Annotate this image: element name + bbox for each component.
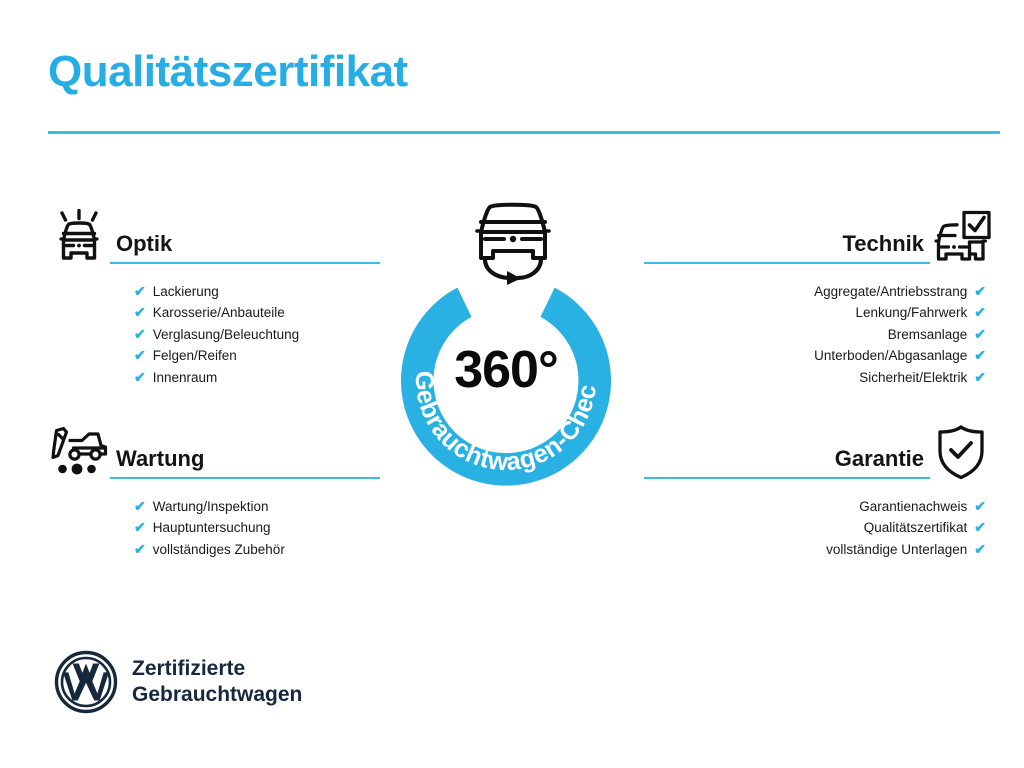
- list-item: ✔ Felgen/Reifen: [48, 345, 380, 367]
- check-icon: ✔: [974, 347, 986, 363]
- check-icon: ✔: [134, 304, 146, 320]
- list-item: ✔ Verglasung/Beleuchtung: [48, 323, 380, 345]
- badge-360-check: Gebrauchtwagen-Check 360°: [379, 198, 649, 488]
- section-title-optik: Optik: [116, 230, 173, 256]
- section-title-wrap-optik: Optik: [110, 230, 380, 266]
- section-title-garantie: Garantie: [834, 445, 924, 471]
- vw-logo-line1: Zertifizierte: [132, 656, 246, 680]
- list-item-label: vollständige Unterlagen: [826, 541, 968, 557]
- vw-logo-text: Zertifizierte Gebrauchtwagen: [132, 656, 302, 709]
- section-underline-optik: [110, 262, 380, 264]
- checklist-wartung: ✔ Wartung/Inspektion ✔ Hauptuntersuchung ✔…: [48, 481, 380, 560]
- car-rotate-icon: [475, 202, 551, 285]
- check-icon: ✔: [134, 540, 146, 557]
- list-item-label: Karosserie/Anbauteile: [152, 305, 285, 320]
- list-item: Qualitätszertifikat ✔: [644, 517, 992, 539]
- list-item: Bremsanlage ✔: [644, 323, 992, 345]
- checklist-technik: Aggregate/Antriebsstrang ✔ Lenkung/Fahrwe…: [644, 266, 992, 388]
- list-item-label: Sicherheit/Elektrik: [859, 369, 968, 385]
- list-item-label: Felgen/Reifen: [152, 348, 237, 363]
- list-item: Sicherheit/Elektrik ✔: [644, 366, 992, 388]
- vw-logo: [54, 650, 118, 714]
- check-icon: ✔: [134, 282, 146, 299]
- list-item: ✔ Wartung/Inspektion: [48, 495, 380, 517]
- badge-360-value: 360°: [454, 341, 559, 399]
- section-garantie: Garantie Garantienachweis ✔ Qualitätszert…: [644, 415, 992, 560]
- list-item-label: Verglasung/Beleuchtung: [152, 326, 300, 342]
- list-item: ✔ Hauptuntersuchung: [48, 517, 380, 539]
- section-optik: Optik ✔ Lackierung ✔ Karosserie/Anbauteile…: [48, 200, 380, 388]
- badge-ring-graphic: Gebrauchtwagen-Check: [379, 253, 611, 486]
- list-item: ✔ Innenraum: [48, 366, 380, 388]
- check-icon: ✔: [974, 304, 986, 320]
- list-item: ✔ vollständiges Zubehör: [48, 538, 380, 560]
- list-item-label: Innenraum: [152, 369, 218, 385]
- check-icon: ✔: [134, 368, 146, 385]
- checklist-garantie: Garantienachweis ✔ Qualitätszertifikat ✔ v…: [644, 481, 992, 560]
- check-icon: ✔: [134, 347, 146, 363]
- section-title-technik: Technik: [842, 230, 924, 256]
- check-icon: ✔: [974, 519, 986, 535]
- section-wartung: Wartung ✔ Wartung/Inspektion ✔ Hauptunters…: [48, 415, 380, 560]
- list-item-label: Lenkung/Fahrwerk: [855, 305, 968, 320]
- list-item-label: Wartung/Inspektion: [152, 498, 269, 514]
- section-underline-garantie: [644, 477, 930, 479]
- check-icon: ✔: [974, 497, 986, 514]
- list-item-label: Garantienachweis: [859, 498, 968, 514]
- list-item-label: Lackierung: [152, 283, 219, 299]
- section-underline-wartung: [110, 477, 380, 479]
- title-divider: [48, 131, 1000, 134]
- list-item-label: Unterboden/Abgasanlage: [814, 348, 968, 363]
- list-item: ✔ Karosserie/Anbauteile: [48, 302, 380, 324]
- section-title-wrap-wartung: Wartung: [110, 445, 380, 481]
- shield-check-icon: [930, 423, 992, 481]
- list-item: vollständige Unterlagen ✔: [644, 538, 992, 560]
- section-title-wrap-technik: Technik: [644, 230, 930, 266]
- check-icon: ✔: [974, 282, 986, 299]
- car-service-pen-icon: [48, 423, 110, 481]
- list-item: Lenkung/Fahrwerk ✔: [644, 302, 992, 324]
- list-item-label: Qualitätszertifikat: [863, 520, 968, 535]
- list-item-label: vollständiges Zubehör: [152, 541, 285, 557]
- list-item: Aggregate/Antriebsstrang ✔: [644, 280, 992, 302]
- section-underline-technik: [644, 262, 930, 264]
- car-shine-icon: [48, 208, 110, 266]
- check-icon: ✔: [134, 497, 146, 514]
- check-icon: ✔: [974, 540, 986, 557]
- list-item: Garantienachweis ✔: [644, 495, 992, 517]
- check-icon: ✔: [974, 368, 986, 385]
- section-technik: Technik Aggregate/Antriebsstrang ✔: [644, 200, 992, 388]
- page-title: Qualitätszertifikat: [48, 47, 408, 96]
- check-icon: ✔: [134, 519, 146, 535]
- checklist-optik: ✔ Lackierung ✔ Karosserie/Anbauteile ✔ Verg…: [48, 266, 380, 388]
- list-item: ✔ Lackierung: [48, 280, 380, 302]
- list-item-label: Hauptuntersuchung: [152, 520, 271, 535]
- check-icon: ✔: [974, 325, 986, 342]
- section-title-wrap-garantie: Garantie: [644, 445, 930, 481]
- list-item: Unterboden/Abgasanlage ✔: [644, 345, 992, 367]
- check-icon: ✔: [134, 325, 146, 342]
- car-checkbox-icon: [930, 208, 992, 266]
- list-item-label: Bremsanlage: [887, 326, 968, 342]
- list-item-label: Aggregate/Antriebsstrang: [814, 283, 968, 299]
- vw-certified-footer: Zertifizierte Gebrauchtwagen: [54, 650, 302, 714]
- vw-logo-line2: Gebrauchtwagen: [132, 683, 303, 706]
- section-title-wartung: Wartung: [116, 445, 205, 471]
